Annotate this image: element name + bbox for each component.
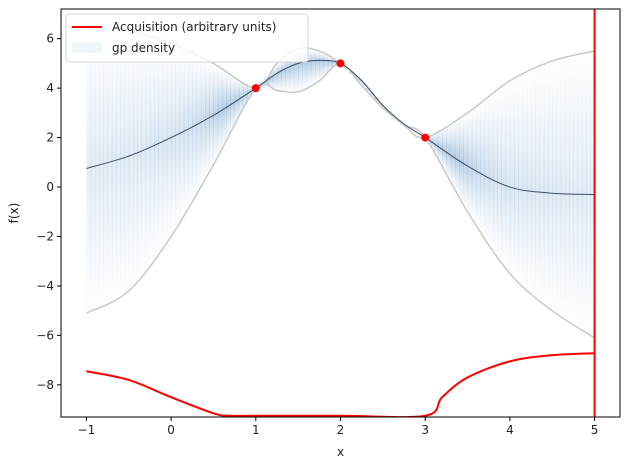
- gp-density-strip: [484, 98, 489, 239]
- gp-density-strip: [137, 34, 142, 277]
- y-tick-label: −8: [36, 378, 54, 392]
- x-tick-label: 4: [506, 423, 514, 437]
- gp-density-strip: [540, 66, 545, 302]
- gp-density-strip: [277, 62, 282, 91]
- y-tick-label: 4: [46, 81, 54, 95]
- gp-density-strip: [171, 45, 176, 233]
- gp-density-strip: [468, 111, 473, 215]
- gp-density-strip: [476, 105, 481, 227]
- gp-density-strip: [586, 53, 591, 334]
- gp-density-strip: [150, 38, 155, 261]
- gp-density-strip: [133, 33, 138, 283]
- gp-density-strip: [548, 62, 553, 309]
- gp-density-strip: [125, 31, 130, 292]
- gp-density-strip: [506, 82, 511, 270]
- gp-density-strip: [315, 51, 320, 82]
- gp-density-strip: [489, 95, 494, 246]
- y-tick-label: −6: [36, 328, 54, 342]
- gp-density-strip: [158, 41, 163, 251]
- gp-density-strip: [163, 42, 168, 245]
- gp-density-strip: [451, 122, 456, 186]
- x-tick-label: 2: [337, 423, 345, 437]
- gp-density-strip: [86, 29, 91, 312]
- gp-density-strip: [446, 124, 451, 178]
- y-tick-label: 6: [46, 32, 54, 46]
- gp-density-strip: [442, 126, 447, 171]
- gp-density-strip: [518, 76, 523, 283]
- gp-density-strip: [99, 30, 104, 306]
- y-tick-label: −2: [36, 229, 54, 243]
- x-tick-label: 0: [167, 423, 175, 437]
- gp-density-strip: [514, 78, 519, 279]
- gp-density-strip: [480, 102, 485, 234]
- x-axis-label: x: [337, 445, 344, 459]
- gp-density-strip: [556, 59, 561, 314]
- gp-density-strip: [527, 72, 532, 290]
- gp-density-strip: [273, 66, 278, 90]
- observation-point: [337, 59, 345, 67]
- y-tick-label: 0: [46, 180, 54, 194]
- x-tick-label: −1: [78, 423, 96, 437]
- x-tick-label: 3: [421, 423, 429, 437]
- y-tick-label: −4: [36, 279, 54, 293]
- legend-gp-density-swatch: [72, 42, 102, 53]
- legend-acquisition-label: Acquisition (arbitrary units): [112, 20, 276, 34]
- gp-density-strip: [565, 57, 570, 320]
- legend-gp-density-label: gp density: [112, 41, 175, 55]
- gp-density-strip: [463, 114, 468, 208]
- gp-density-strip: [311, 50, 316, 84]
- gp-density-strip: [95, 29, 100, 307]
- gp-density-strip: [501, 86, 506, 265]
- x-tick-label: 1: [252, 423, 260, 437]
- gp-density-strip: [103, 30, 108, 303]
- gp-density-strip: [438, 129, 443, 164]
- gp-density-strip: [578, 55, 583, 329]
- gp-density-strip: [175, 47, 180, 226]
- y-axis-label: f(x): [7, 203, 21, 224]
- gp-density-strip: [573, 55, 578, 325]
- gp-density-strip: [561, 58, 566, 317]
- gp-density-strip: [91, 29, 96, 310]
- gp-density-strip: [497, 89, 502, 258]
- gp-density-strip: [582, 54, 587, 332]
- gp-density-strip: [510, 80, 515, 276]
- gp-density-strip: [108, 30, 113, 301]
- observation-point: [252, 84, 260, 92]
- legend: Acquisition (arbitrary units) gp density: [66, 14, 308, 62]
- gp-density-strip: [146, 37, 151, 267]
- gp-density-strip: [281, 59, 286, 91]
- gp-density-strip: [455, 119, 460, 193]
- gp-density-strip: [544, 64, 549, 305]
- gp-density-strip: [154, 39, 159, 255]
- gp-density-strip: [120, 31, 125, 294]
- gp-density-strip: [493, 92, 498, 252]
- gp-density-strip: [472, 108, 477, 221]
- gp-density-strip: [129, 32, 134, 288]
- gp-density-strip: [459, 117, 464, 201]
- gp-density-strip: [167, 43, 172, 239]
- gp-density-strip: [141, 36, 146, 272]
- gp-density-strip: [531, 70, 536, 294]
- gp-density-strip: [116, 31, 121, 297]
- gp-density-strip: [523, 74, 528, 287]
- gp-density-strip: [535, 68, 540, 298]
- gp-density-strip: [569, 56, 574, 322]
- acquisition-line: [86, 353, 594, 417]
- gp-density-strip: [112, 30, 117, 298]
- y-tick-label: 2: [46, 131, 54, 145]
- observation-point: [421, 134, 429, 142]
- gp-density-strip: [552, 60, 557, 312]
- gp-density-strip: [319, 52, 324, 79]
- x-tick-label: 5: [591, 423, 599, 437]
